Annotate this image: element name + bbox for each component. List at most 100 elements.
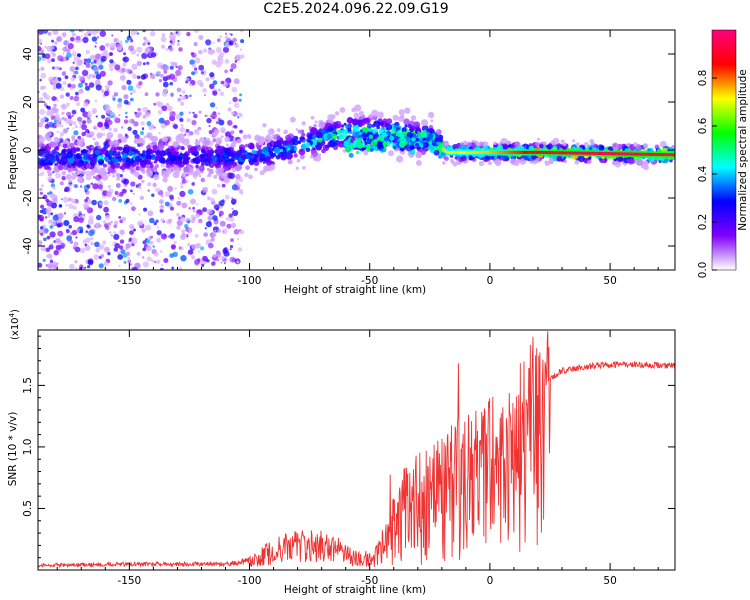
chart-title: C2E5.2024.096.22.09.G19: [263, 1, 449, 17]
heatmap-cell: [78, 88, 84, 94]
heatmap-cell: [60, 86, 65, 91]
snr-ticks: -150 -100 -50 0 50 0.5 1.0 1.5: [22, 330, 675, 587]
heatmap-cell: [563, 151, 565, 155]
heatmap-cell: [173, 240, 177, 244]
heatmap-cell: [280, 153, 288, 161]
heatmap-cell: [198, 165, 205, 172]
heatmap-cell: [66, 52, 72, 58]
heatmap-cell: [415, 160, 422, 166]
heatmap-cell: [571, 151, 574, 155]
heatmap-cell: [290, 145, 295, 151]
heatmap-cell: [230, 63, 237, 70]
heatmap-cell: [85, 63, 91, 68]
heatmap-cell: [411, 138, 415, 142]
heatmap-cell: [79, 185, 83, 188]
heatmap-cell: [327, 126, 334, 133]
heatmap-cell: [107, 144, 110, 148]
heatmap-cell: [299, 154, 305, 160]
heatmap-cell: [71, 176, 76, 181]
heatmap-cell: [442, 161, 446, 165]
heatmap-cell: [156, 226, 159, 229]
heatmap-cell: [583, 151, 586, 155]
heatmap-cell: [44, 153, 51, 160]
heatmap-cell: [202, 140, 210, 147]
heatmap-cell: [662, 153, 665, 157]
heatmap-cell: [54, 41, 58, 45]
heatmap-cell: [147, 182, 152, 187]
heatmap-cell: [237, 247, 243, 252]
heatmap-cell: [75, 236, 78, 239]
heatmap-cell: [238, 229, 241, 232]
heatmap-cell: [199, 174, 202, 178]
heatmap-cell: [192, 172, 197, 177]
heatmap-cell: [151, 161, 154, 164]
heatmap-cell: [55, 172, 61, 179]
heatmap-cell: [40, 171, 45, 176]
heatmap-cell: [144, 92, 149, 97]
heatmap-cell: [380, 121, 385, 126]
heatmap-cell: [73, 216, 80, 223]
heatmap-cell: [224, 136, 231, 143]
heatmap-cell: [138, 183, 142, 187]
heatmap-cell: [40, 85, 45, 91]
heatmap-cell: [131, 63, 138, 70]
heatmap-cell: [438, 138, 443, 143]
heatmap-cell: [76, 162, 83, 168]
heatmap-cell: [337, 143, 341, 147]
heatmap-cell: [191, 63, 196, 68]
heatmap-cell: [67, 119, 74, 126]
heatmap-cell: [82, 111, 89, 118]
colorbar: 0.0 0.2 0.4 0.6 0.8 Normalized spectral ampl…: [697, 29, 749, 278]
heatmap-cell: [254, 153, 259, 158]
heatmap-cell: [389, 135, 395, 141]
y-tick-label: 0.5: [22, 500, 34, 517]
heatmap-cell: [77, 116, 83, 122]
heatmap-cell: [209, 83, 215, 90]
heatmap-cell: [180, 66, 183, 69]
heatmap-cell: [130, 97, 134, 102]
heatmap-cell: [174, 187, 177, 190]
heatmap-cell: [450, 150, 453, 154]
snr-y-scale-suffix: ): [10, 309, 21, 313]
heatmap-cell: [499, 150, 502, 154]
heatmap-cell: [154, 260, 157, 264]
heatmap-cell: [337, 121, 342, 125]
heatmap-cell: [433, 149, 440, 156]
heatmap-cell: [100, 89, 105, 93]
heatmap-cell: [117, 46, 123, 52]
heatmap-cell: [666, 153, 669, 157]
heatmap-cell: [84, 85, 91, 91]
heatmap-cell: [141, 52, 148, 60]
heatmap-cell: [85, 49, 91, 55]
heatmap-cell: [91, 36, 98, 42]
heatmap-cell: [64, 75, 69, 80]
heatmap-cell: [510, 158, 516, 164]
heatmap-cell: [239, 93, 243, 97]
heatmap-cell: [79, 229, 84, 234]
heatmap-cell: [138, 213, 141, 216]
heatmap-cell: [614, 152, 617, 156]
heatmap-cell: [192, 158, 197, 162]
heatmap-cell: [524, 150, 526, 154]
heatmap-cell: [128, 150, 134, 157]
heatmap-cell: [73, 55, 80, 62]
heatmap-cell: [178, 47, 183, 52]
heatmap-cell: [619, 152, 622, 156]
heatmap-cell: [122, 152, 128, 158]
heatmap-cell: [150, 136, 156, 141]
heatmap-cell: [82, 148, 87, 153]
heatmap-cell: [191, 120, 197, 126]
heatmap-cell: [213, 128, 220, 135]
heatmap-cell: [398, 109, 405, 116]
heatmap-cell: [382, 118, 388, 123]
heatmap-cell: [599, 157, 602, 161]
heatmap-cell: [160, 194, 164, 198]
y-tick-label: 20: [22, 95, 34, 108]
heatmap-cell: [123, 94, 129, 100]
heatmap-cell: [92, 183, 99, 190]
heatmap-cell: [70, 76, 76, 82]
heatmap-cell: [226, 248, 229, 251]
heatmap-cell: [114, 243, 120, 249]
x-tick-label: -50: [361, 575, 378, 587]
heatmap-cell: [164, 191, 171, 198]
